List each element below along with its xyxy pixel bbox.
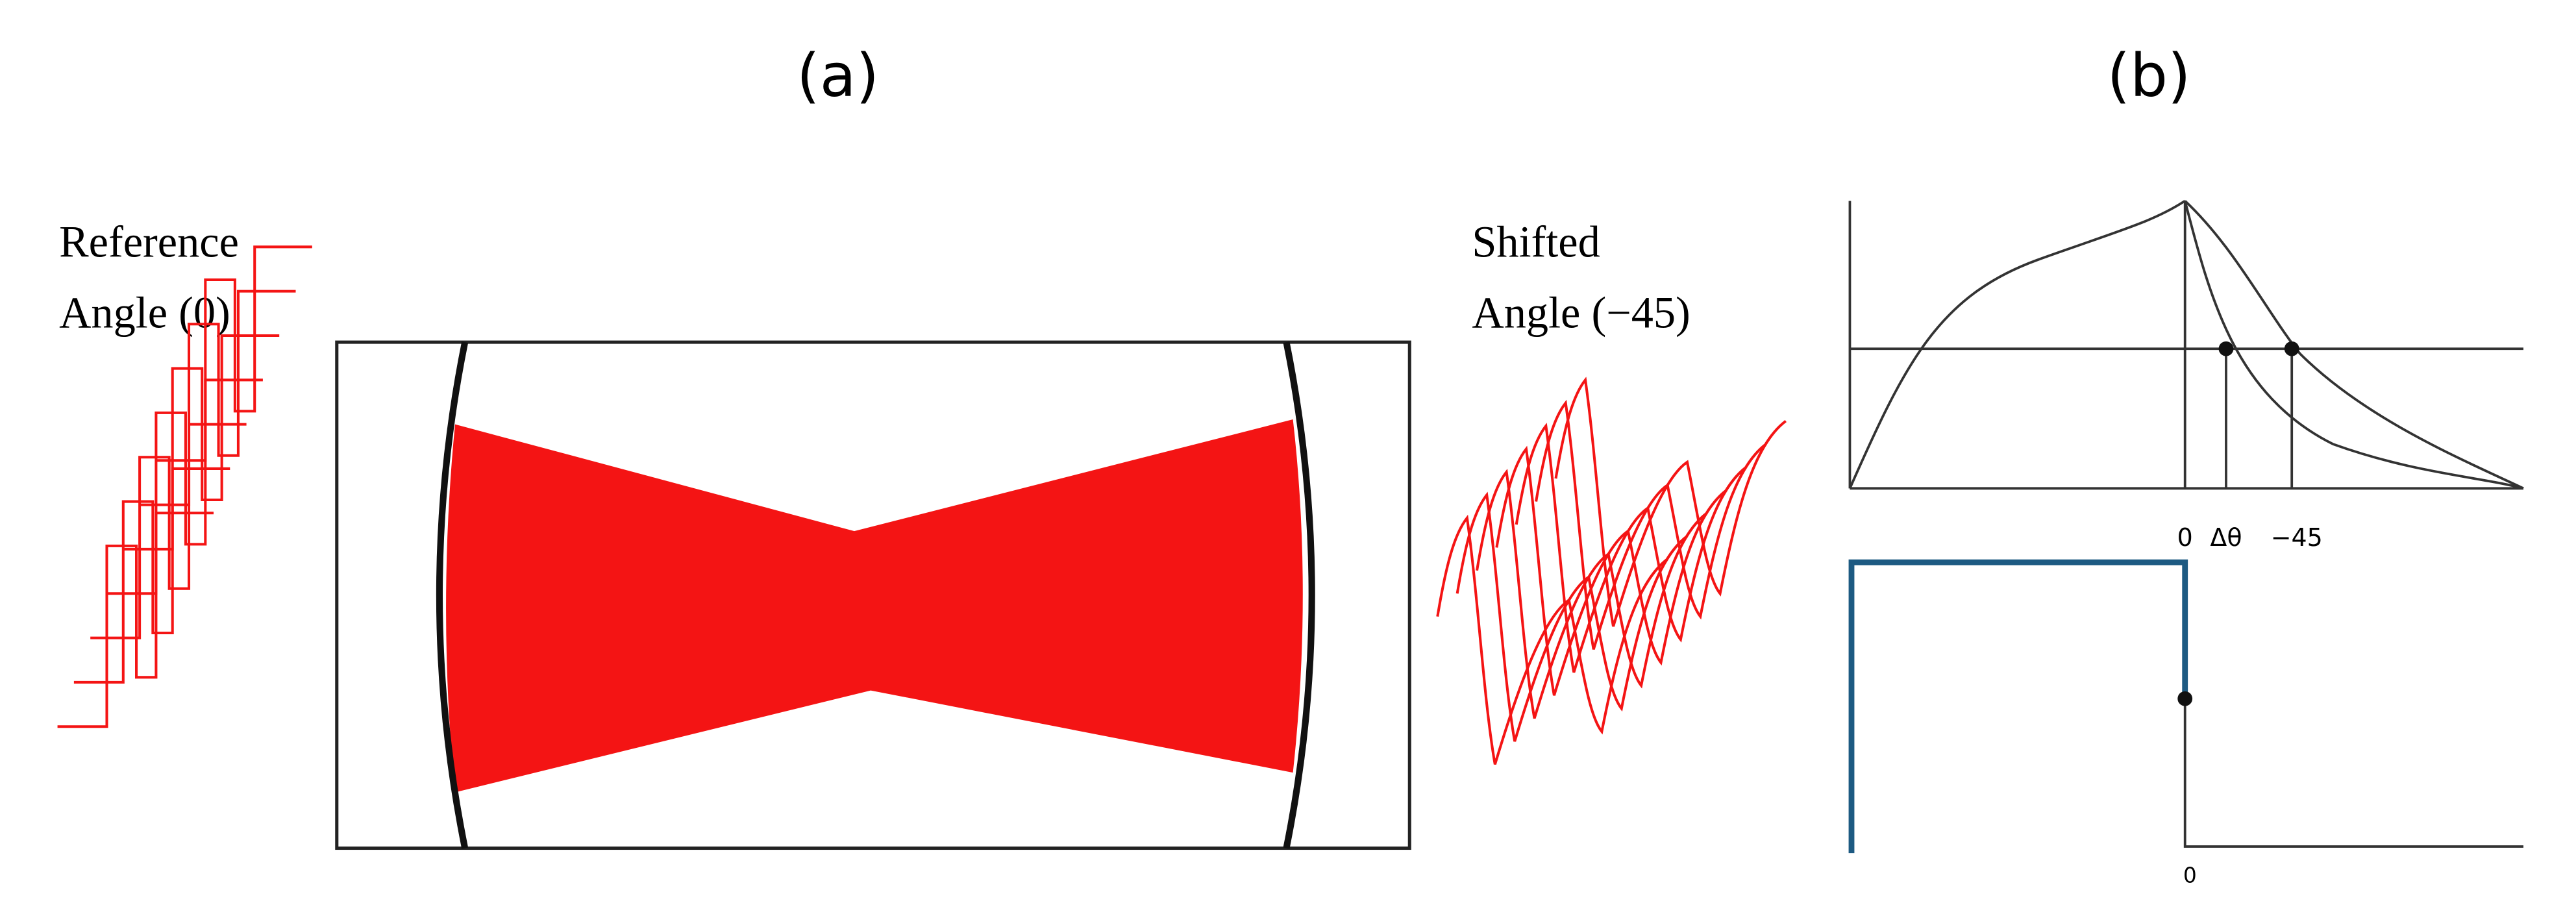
shifted-wave [1436,377,1787,765]
frame [335,340,1411,850]
panel-a-title: (a) [797,42,879,110]
reference-label: Reference [59,217,239,267]
axis-label: 0 [2177,523,2193,552]
top-plot [1848,199,2524,490]
red-beam [446,419,1303,793]
panel-b-title: (b) [2107,42,2191,110]
step-low [2183,699,2524,848]
square-wave [140,290,296,506]
point [2218,341,2234,356]
square-wave [123,334,280,551]
axis-label: −45 [2271,523,2323,552]
step-high [1848,559,2188,854]
mirror-right [1283,341,1315,849]
reference-wave [57,245,312,728]
reference-label: Angle (0) [59,288,230,337]
axis-label: 0 [2183,863,2197,888]
curve [2184,200,2524,490]
shifted-label: Angle (−45) [1472,288,1690,337]
square-wave [156,245,312,462]
shifted-label: Shifted [1472,217,1600,267]
mirror-left [436,341,469,849]
wave [1554,377,1787,627]
axis-label: Δθ [2210,523,2242,552]
curve [2183,200,2524,490]
curve [1848,199,2186,489]
point [2177,691,2193,706]
point [2284,341,2299,356]
